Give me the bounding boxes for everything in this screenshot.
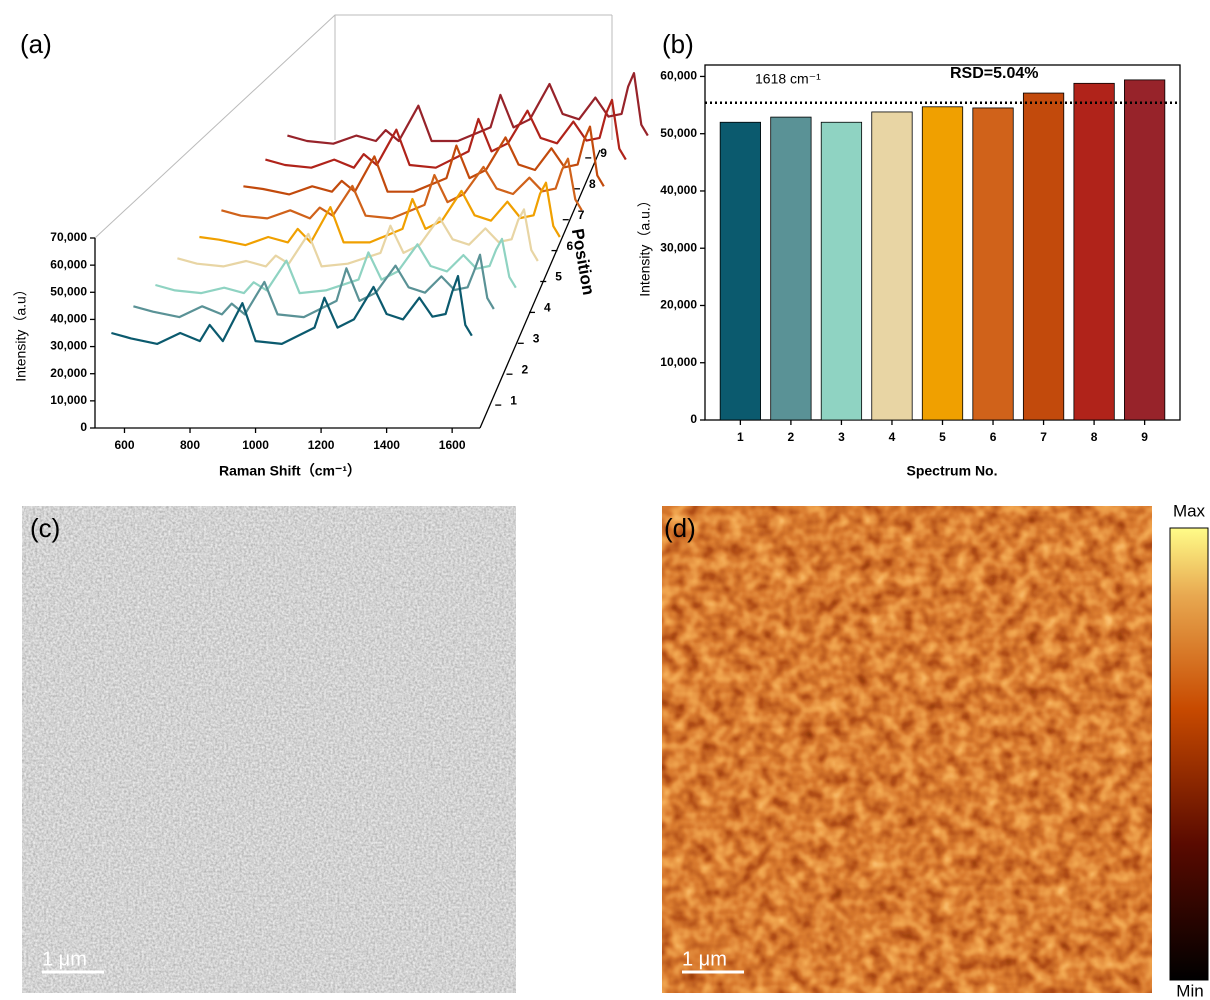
panel-label: (d) (664, 513, 696, 543)
x-tick-label: 5 (939, 430, 946, 444)
z-tick-label: 5 (555, 270, 562, 284)
y-tick-label: 20,000 (50, 366, 87, 380)
bar (1073, 82, 1115, 421)
x-tick-label: 1600 (439, 438, 466, 452)
spectrum-line (177, 208, 539, 268)
panel-label: (b) (662, 29, 694, 59)
y-tick-label: 40,000 (660, 183, 697, 197)
y-tick-label: 70,000 (50, 230, 87, 244)
x-tick-label: 1400 (373, 438, 400, 452)
z-tick-label: 1 (510, 393, 517, 407)
bar (1022, 92, 1065, 421)
y-tick-label: 50,000 (660, 126, 697, 140)
3d-box (94, 14, 613, 429)
colorbar-max: Max (1173, 501, 1206, 520)
scale-bar-label: 1 μm (682, 948, 727, 970)
x-tick-label: 6 (990, 430, 997, 444)
y-tick-label: 10,000 (50, 393, 87, 407)
z-tick-label: 6 (567, 239, 574, 253)
z-tick-label: 3 (533, 331, 540, 345)
x-axis-label: Raman Shift（cm⁻¹） (219, 463, 361, 479)
y-axis-label: Intensity（a.u.） (637, 193, 653, 297)
spectrum-line (199, 181, 561, 247)
raman-map (662, 506, 1152, 993)
spectrum-line (243, 125, 605, 196)
y-tick-label: 50,000 (50, 284, 87, 298)
bar (1124, 79, 1166, 421)
x-tick-label: 7 (1040, 430, 1047, 444)
bar (972, 107, 1014, 421)
z-tick-label: 7 (578, 208, 585, 222)
z-tick-label: 9 (600, 146, 607, 160)
y-axis-label: Intensity（a.u） (13, 282, 29, 382)
y-tick-label: 0 (690, 412, 697, 426)
x-tick-label: 800 (180, 438, 200, 452)
annotation: 1618 cm⁻¹ (755, 71, 821, 87)
annotation: RSD=5.04% (950, 65, 1039, 82)
colorbar (1169, 527, 1209, 981)
panel-label: (c) (30, 513, 60, 543)
spectrum-line (287, 72, 649, 145)
y-tick-label: 40,000 (50, 312, 87, 326)
y-tick-label: 60,000 (50, 257, 87, 271)
z-tick-label: 2 (522, 362, 529, 376)
bar (871, 111, 913, 421)
spectrum-line (221, 157, 583, 220)
bar (921, 106, 964, 421)
y-tick-label: 20,000 (660, 298, 697, 312)
x-tick-label: 1000 (242, 438, 269, 452)
y-tick-label: 30,000 (660, 240, 697, 254)
y-tick-label: 60,000 (660, 69, 697, 83)
x-tick-label: 4 (889, 430, 896, 444)
spectrum-line (111, 274, 473, 345)
x-tick-label: 3 (838, 430, 845, 444)
panel-label: (a) (20, 29, 52, 59)
x-tick-label: 2 (788, 430, 795, 444)
y-tick-label: 30,000 (50, 339, 87, 353)
spectrum-line (133, 253, 495, 319)
colorbar-min: Min (1176, 981, 1203, 1000)
x-tick-label: 9 (1141, 430, 1148, 444)
sem-image (22, 506, 516, 993)
y-tick-label: 0 (80, 420, 87, 434)
x-tick-label: 1200 (308, 438, 335, 452)
x-axis-label: Spectrum No. (906, 463, 997, 479)
spectrum-line (155, 237, 517, 295)
spectrum-line (265, 98, 627, 169)
x-tick-label: 600 (114, 438, 134, 452)
x-tick-label: 1 (737, 430, 744, 444)
bar (770, 116, 812, 421)
bar (719, 121, 761, 421)
bar (820, 121, 863, 421)
z-tick-label: 4 (544, 301, 551, 315)
z-tick-label: 8 (589, 177, 596, 191)
x-tick-label: 8 (1091, 430, 1098, 444)
scale-bar-label: 1 μm (42, 948, 87, 970)
y-tick-label: 10,000 (660, 355, 697, 369)
z-axis-label: Position (568, 227, 598, 296)
